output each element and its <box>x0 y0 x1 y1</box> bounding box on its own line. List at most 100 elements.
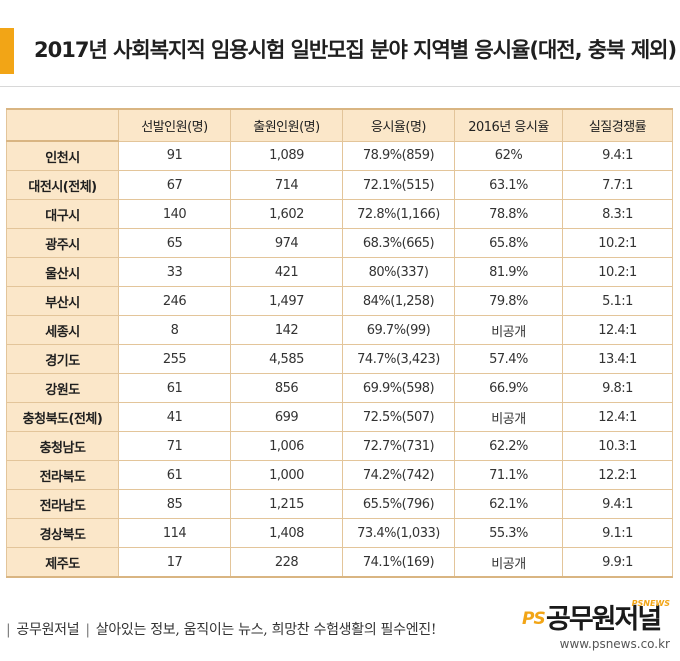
footer-separator: | <box>6 622 11 638</box>
selected-count-cell: 71 <box>118 431 231 461</box>
region-label: 부산시 <box>6 286 119 316</box>
psnews-logo: PS 공무원저널 PSNEWS <box>522 597 672 635</box>
region-label: 강원도 <box>6 373 119 403</box>
title-accent-bar <box>0 28 14 74</box>
header-corner-cell <box>6 108 119 142</box>
attendance-rate-cell: 72.1%(515) <box>342 170 455 200</box>
rate-2016-cell: 71.1% <box>454 460 563 490</box>
site-url: www.psnews.co.kr <box>559 637 670 651</box>
rate-2016-cell: 비공개 <box>454 315 563 345</box>
table-row: 충청남도 71 1,006 72.7%(731) 62.2% 10.3:1 <box>6 431 673 461</box>
region-label: 세종시 <box>6 315 119 345</box>
region-label: 경기도 <box>6 344 119 374</box>
footer-separator: | <box>85 622 90 638</box>
table-header: 선발인원(명) 출원인원(명) 응시율(명) 2016년 응시율 실질경쟁률 <box>6 108 673 142</box>
competition-ratio-cell: 12.4:1 <box>562 402 673 432</box>
selected-count-cell: 65 <box>118 228 231 258</box>
rate-2016-cell: 62% <box>454 140 563 171</box>
applied-count-cell: 4,585 <box>230 344 343 374</box>
applied-count-cell: 1,215 <box>230 489 343 519</box>
selected-count-cell: 41 <box>118 402 231 432</box>
selected-count-cell: 17 <box>118 547 231 578</box>
applied-count-cell: 1,006 <box>230 431 343 461</box>
region-label: 울산시 <box>6 257 119 287</box>
region-label: 제주도 <box>6 547 119 578</box>
table-row: 전라북도 61 1,000 74.2%(742) 71.1% 12.2:1 <box>6 460 673 490</box>
rate-2016-cell: 57.4% <box>454 344 563 374</box>
applied-count-cell: 714 <box>230 170 343 200</box>
region-label: 전라북도 <box>6 460 119 490</box>
selected-count-cell: 91 <box>118 140 231 171</box>
selected-count-cell: 85 <box>118 489 231 519</box>
rate-2016-cell: 55.3% <box>454 518 563 548</box>
rate-2016-cell: 63.1% <box>454 170 563 200</box>
selected-count-cell: 255 <box>118 344 231 374</box>
competition-ratio-cell: 8.3:1 <box>562 199 673 229</box>
selected-count-cell: 67 <box>118 170 231 200</box>
column-header: 2016년 응시율 <box>454 108 563 142</box>
table-row: 경기도 255 4,585 74.7%(3,423) 57.4% 13.4:1 <box>6 344 673 374</box>
selected-count-cell: 33 <box>118 257 231 287</box>
applied-count-cell: 1,497 <box>230 286 343 316</box>
rate-2016-cell: 62.2% <box>454 431 563 461</box>
rate-2016-cell: 비공개 <box>454 402 563 432</box>
region-label: 광주시 <box>6 228 119 258</box>
region-label: 전라남도 <box>6 489 119 519</box>
selected-count-cell: 61 <box>118 373 231 403</box>
selected-count-cell: 61 <box>118 460 231 490</box>
statistics-table: 선발인원(명) 출원인원(명) 응시율(명) 2016년 응시율 실질경쟁률 인천시 91… <box>6 108 673 578</box>
attendance-rate-cell: 80%(337) <box>342 257 455 287</box>
selected-count-cell: 246 <box>118 286 231 316</box>
competition-ratio-cell: 10.3:1 <box>562 431 673 461</box>
table-row: 충청북도(전체) 41 699 72.5%(507) 비공개 12.4:1 <box>6 402 673 432</box>
rate-2016-cell: 비공개 <box>454 547 563 578</box>
attendance-rate-cell: 74.2%(742) <box>342 460 455 490</box>
applied-count-cell: 1,000 <box>230 460 343 490</box>
attendance-rate-cell: 73.4%(1,033) <box>342 518 455 548</box>
attendance-rate-cell: 72.5%(507) <box>342 402 455 432</box>
applied-count-cell: 421 <box>230 257 343 287</box>
table-row: 광주시 65 974 68.3%(665) 65.8% 10.2:1 <box>6 228 673 258</box>
attendance-rate-cell: 78.9%(859) <box>342 140 455 171</box>
region-label: 대구시 <box>6 199 119 229</box>
applied-count-cell: 228 <box>230 547 343 578</box>
table-row: 대전시(전체) 67 714 72.1%(515) 63.1% 7.7:1 <box>6 170 673 200</box>
attendance-rate-cell: 74.7%(3,423) <box>342 344 455 374</box>
attendance-rate-cell: 65.5%(796) <box>342 489 455 519</box>
region-label: 충청남도 <box>6 431 119 461</box>
attendance-rate-cell: 72.7%(731) <box>342 431 455 461</box>
rate-2016-cell: 79.8% <box>454 286 563 316</box>
region-label: 경상북도 <box>6 518 119 548</box>
table-row: 대구시 140 1,602 72.8%(1,166) 78.8% 8.3:1 <box>6 199 673 229</box>
applied-count-cell: 974 <box>230 228 343 258</box>
attendance-rate-cell: 72.8%(1,166) <box>342 199 455 229</box>
table-row: 부산시 246 1,497 84%(1,258) 79.8% 5.1:1 <box>6 286 673 316</box>
table-row: 인천시 91 1,089 78.9%(859) 62% 9.4:1 <box>6 140 673 171</box>
attendance-rate-cell: 69.7%(99) <box>342 315 455 345</box>
attendance-rate-cell: 74.1%(169) <box>342 547 455 578</box>
rate-2016-cell: 81.9% <box>454 257 563 287</box>
competition-ratio-cell: 9.1:1 <box>562 518 673 548</box>
applied-count-cell: 142 <box>230 315 343 345</box>
logo-ps-mark: PS <box>522 609 546 629</box>
header-row: 선발인원(명) 출원인원(명) 응시율(명) 2016년 응시율 실질경쟁률 <box>6 108 673 142</box>
applied-count-cell: 699 <box>230 402 343 432</box>
competition-ratio-cell: 12.2:1 <box>562 460 673 490</box>
competition-ratio-cell: 13.4:1 <box>562 344 673 374</box>
table-row: 울산시 33 421 80%(337) 81.9% 10.2:1 <box>6 257 673 287</box>
table-body: 인천시 91 1,089 78.9%(859) 62% 9.4:1 대전시(전체) 67 714… <box>6 140 673 578</box>
selected-count-cell: 140 <box>118 199 231 229</box>
logo-subtitle: PSNEWS <box>631 599 670 608</box>
region-label: 인천시 <box>6 140 119 171</box>
footer-brand: 공무원저널 <box>16 622 80 638</box>
footer-slogan: | 공무원저널 | 살아있는 정보, 움직이는 뉴스, 희망찬 수험생활의 필수엔진! <box>0 619 437 639</box>
rate-2016-cell: 62.1% <box>454 489 563 519</box>
footer-slogan-text: 살아있는 정보, 움직이는 뉴스, 희망찬 수험생활의 필수엔진! <box>95 622 437 638</box>
table-row: 제주도 17 228 74.1%(169) 비공개 9.9:1 <box>6 547 673 578</box>
region-label: 대전시(전체) <box>6 170 119 200</box>
column-header: 실질경쟁률 <box>562 108 673 142</box>
title-bar: 2017년 사회복지직 임용시험 일반모집 분야 지역별 응시율(대전, 충북 … <box>0 28 680 74</box>
competition-ratio-cell: 9.8:1 <box>562 373 673 403</box>
region-label: 충청북도(전체) <box>6 402 119 432</box>
column-header: 출원인원(명) <box>230 108 343 142</box>
